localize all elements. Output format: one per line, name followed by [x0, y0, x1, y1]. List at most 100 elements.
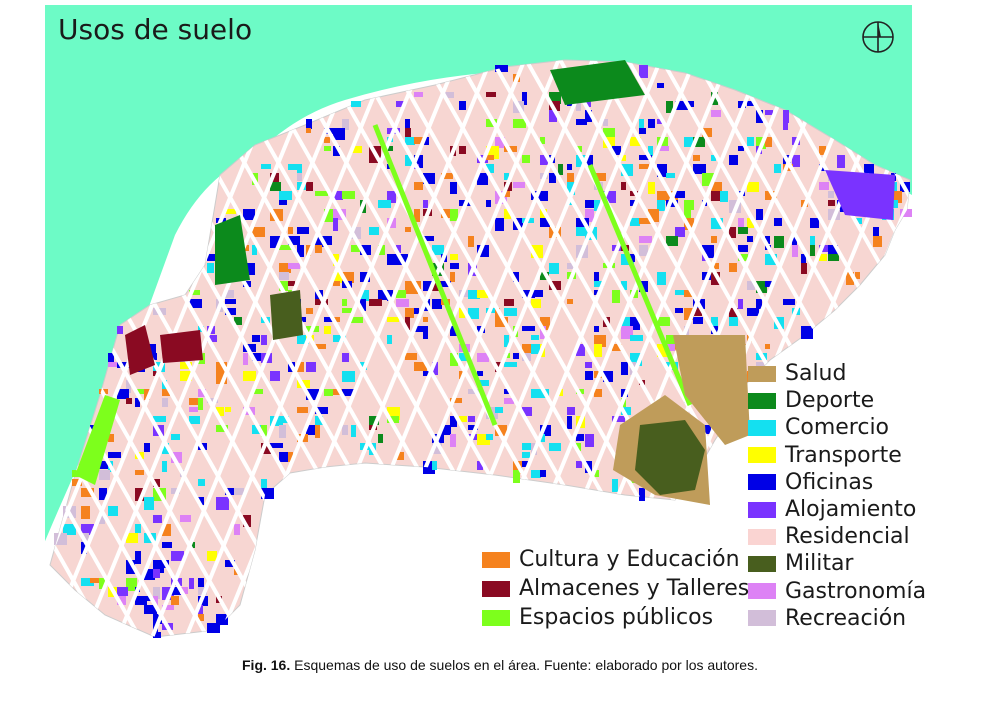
land-use-parcel	[576, 218, 589, 229]
land-use-parcel	[684, 308, 694, 320]
land-use-parcel	[324, 146, 331, 151]
land-use-parcel	[333, 254, 339, 266]
legend-right-item: Deporte	[748, 387, 874, 414]
land-use-parcel	[153, 632, 161, 638]
land-use-parcel	[495, 137, 505, 148]
land-use-parcel	[477, 461, 483, 470]
land-use-parcel	[441, 173, 453, 179]
land-use-parcel	[225, 290, 234, 298]
land-use-parcel	[639, 245, 648, 256]
land-use-parcel	[414, 155, 423, 168]
land-use-parcel	[81, 578, 94, 586]
land-use-parcel	[162, 443, 169, 454]
land-use-parcel	[711, 155, 716, 161]
legend-swatch	[748, 528, 776, 545]
land-use-parcel	[477, 380, 489, 386]
land-use-parcel	[891, 200, 898, 208]
land-use-parcel	[504, 191, 510, 197]
land-use-parcel	[324, 137, 330, 143]
land-use-parcel	[117, 326, 123, 334]
land-use-parcel	[513, 272, 519, 282]
land-use-parcel	[117, 362, 130, 368]
legend-label: Transporte	[785, 442, 902, 468]
land-use-parcel	[360, 245, 371, 255]
land-use-parcel	[756, 299, 762, 309]
land-use-parcel	[405, 317, 410, 330]
land-use-parcel	[414, 182, 423, 190]
land-use-parcel	[135, 524, 141, 533]
land-use-parcel	[396, 101, 405, 107]
land-use-parcel	[531, 344, 544, 354]
land-use-parcel	[594, 326, 599, 332]
land-use-parcel	[522, 407, 532, 416]
land-use-parcel	[387, 317, 399, 322]
land-use-parcel	[747, 281, 755, 290]
land-use-parcel	[423, 371, 431, 376]
land-use-parcel	[243, 371, 256, 381]
land-use-parcel	[342, 299, 347, 306]
land-use-parcel	[801, 326, 813, 339]
land-use-parcel	[423, 236, 434, 241]
land-use-parcel	[261, 335, 267, 345]
land-use-parcel	[657, 146, 669, 151]
land-use-parcel	[693, 308, 702, 316]
land-use-parcel	[666, 344, 677, 351]
land-use-parcel	[630, 218, 640, 226]
land-use-parcel	[333, 191, 343, 200]
land-use-parcel	[387, 335, 392, 344]
land-use-parcel	[585, 371, 593, 380]
legend-swatch	[748, 501, 776, 518]
land-use-parcel	[567, 182, 575, 195]
land-use-parcel	[189, 407, 198, 412]
land-use-parcel	[702, 128, 712, 137]
land-use-parcel	[792, 236, 797, 245]
land-use-parcel	[522, 290, 535, 298]
legend-swatch	[482, 580, 510, 597]
land-use-parcel	[720, 191, 728, 202]
land-use-parcel	[765, 344, 770, 349]
land-use-parcel	[576, 146, 582, 152]
legend-label: Espacios públicos	[519, 605, 714, 630]
land-use-parcel	[639, 128, 646, 134]
street	[183, 60, 447, 637]
land-use-parcel	[738, 245, 748, 252]
land-use-parcel	[351, 425, 356, 437]
land-use-parcel	[486, 434, 493, 440]
land-use-parcel	[504, 209, 511, 219]
land-use-parcel	[198, 479, 205, 486]
land-use-parcel	[576, 227, 589, 236]
land-use-parcel	[459, 290, 472, 297]
land-use-parcel	[108, 452, 121, 458]
land-use-parcel	[639, 65, 648, 78]
land-use-parcel	[585, 110, 592, 122]
land-use-parcel	[513, 182, 525, 188]
land-use-parcel	[504, 173, 509, 180]
land-use-parcel	[234, 317, 242, 325]
land-use-parcel	[108, 506, 118, 516]
land-use-parcel	[369, 299, 382, 306]
legend-swatch	[748, 447, 776, 464]
land-use-parcel	[306, 128, 311, 133]
land-use-parcel	[468, 308, 479, 319]
land-use-parcel	[792, 245, 798, 257]
land-use-parcel	[729, 317, 738, 326]
land-use-parcel	[171, 452, 182, 463]
land-use-parcel	[198, 389, 206, 397]
land-use-parcel	[450, 182, 457, 194]
land-use-parcel	[693, 317, 703, 324]
land-use-parcel	[495, 425, 507, 436]
land-use-parcel	[621, 281, 627, 290]
green-boulevard	[587, 164, 693, 406]
legend-right-item: Recreación	[748, 605, 906, 632]
land-use-parcel	[468, 416, 475, 422]
land-use-parcel	[315, 425, 320, 438]
land-use-parcel	[342, 353, 349, 362]
land-use-parcel	[405, 128, 411, 139]
land-use-parcel	[459, 101, 466, 110]
land-use-parcel	[252, 353, 263, 361]
legend-label: Salud	[785, 361, 847, 386]
land-use-parcel	[603, 371, 613, 382]
land-use-parcel	[117, 389, 129, 399]
land-use-parcel	[306, 182, 313, 191]
land-use-parcel	[144, 605, 157, 614]
